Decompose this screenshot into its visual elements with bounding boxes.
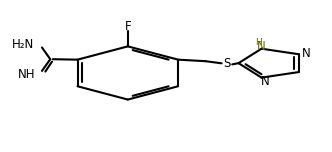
Text: F: F [124,20,131,33]
Text: H₂N: H₂N [11,38,34,50]
Text: NH: NH [18,68,35,81]
Text: S: S [223,57,231,70]
Text: N: N [301,47,310,60]
Text: N: N [260,75,269,88]
Text: H: H [255,38,262,47]
Text: N: N [257,40,266,53]
